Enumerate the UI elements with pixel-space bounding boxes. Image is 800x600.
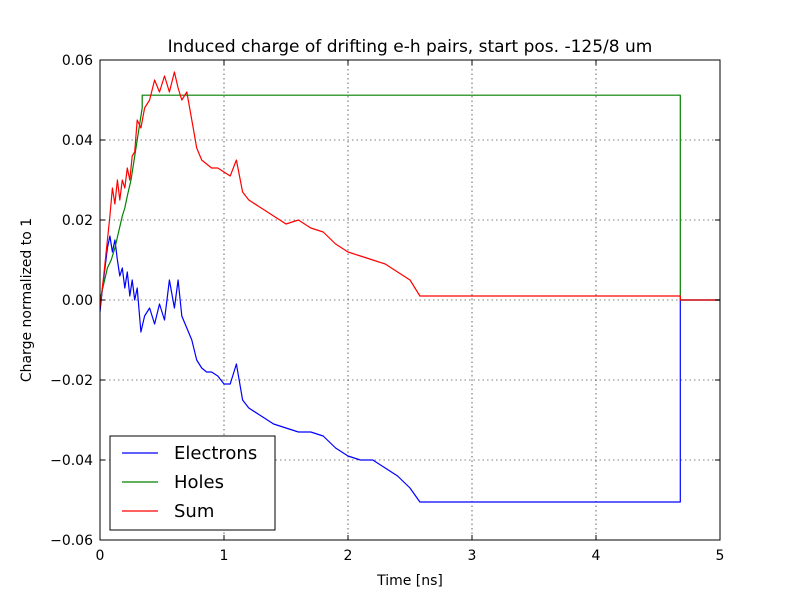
legend: Electrons Holes Sum xyxy=(109,435,276,531)
legend-label-electrons: Electrons xyxy=(174,443,257,464)
x-tick-label: 5 xyxy=(716,548,725,564)
y-tick-label: 0.02 xyxy=(62,213,93,229)
x-tick-label: 0 xyxy=(96,548,105,564)
legend-frame xyxy=(109,435,276,531)
x-tick-label: 3 xyxy=(468,548,477,564)
y-tick-labels: −0.06 −0.04 −0.02 0.00 0.02 0.04 0.06 xyxy=(50,53,93,549)
y-tick-label: −0.02 xyxy=(50,373,93,389)
x-tick-label: 1 xyxy=(220,548,229,564)
series-line-holes xyxy=(99,94,720,301)
y-tick-label: 0.00 xyxy=(62,293,93,309)
x-tick-labels: 0 1 2 3 4 5 xyxy=(96,548,725,564)
axis-ticks xyxy=(99,59,721,541)
x-tick-label: 4 xyxy=(592,548,601,564)
series-line-electrons xyxy=(99,235,720,503)
x-axis-label: Time [ns] xyxy=(376,573,443,589)
grid-lines xyxy=(100,60,720,540)
legend-label-sum: Sum xyxy=(174,501,214,522)
x-tick-label: 2 xyxy=(344,548,353,564)
y-tick-label: 0.04 xyxy=(62,133,93,149)
legend-label-holes: Holes xyxy=(174,472,224,493)
series-lines xyxy=(99,71,720,503)
chart-title: Induced charge of drifting e-h pairs, st… xyxy=(168,37,653,57)
y-tick-label: −0.04 xyxy=(50,453,93,469)
y-tick-label: −0.06 xyxy=(50,533,93,549)
y-tick-label: 0.06 xyxy=(62,53,93,69)
y-axis-label: Charge normalized to 1 xyxy=(19,218,35,382)
series-line-sum xyxy=(99,71,720,309)
